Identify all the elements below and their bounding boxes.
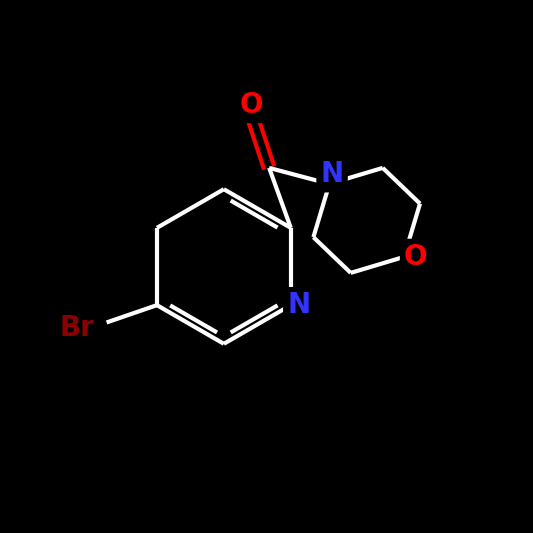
Text: O: O <box>404 243 427 271</box>
Text: Br: Br <box>60 314 95 342</box>
Text: N: N <box>320 160 344 188</box>
Text: O: O <box>240 91 263 119</box>
Text: N: N <box>287 291 310 319</box>
